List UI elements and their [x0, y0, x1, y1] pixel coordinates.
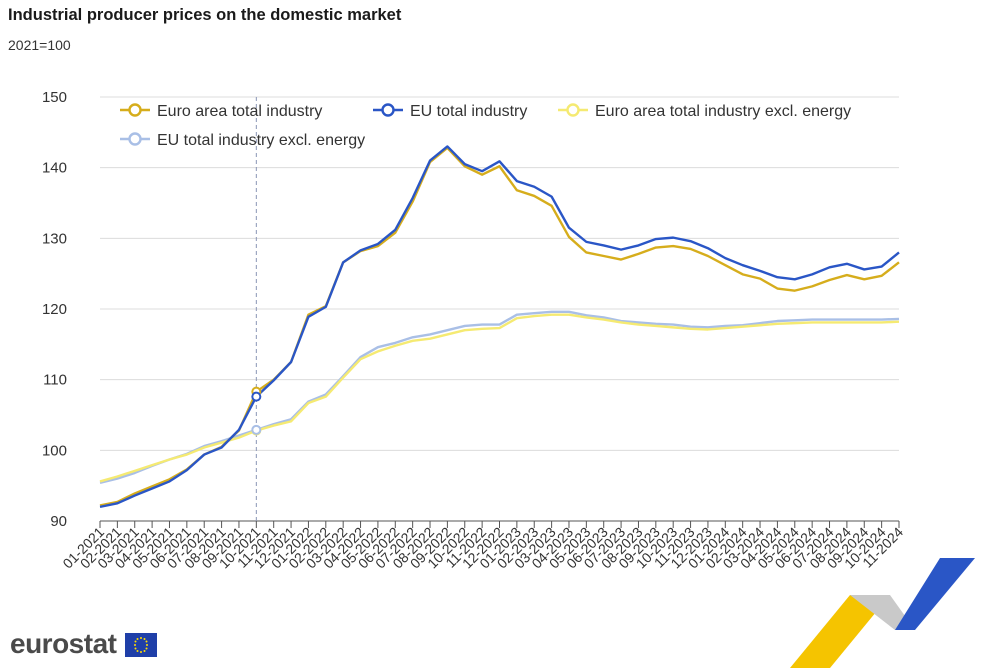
hover-marker: [251, 391, 262, 402]
y-tick-label: 150: [42, 89, 67, 106]
eurostat-logo: eurostat: [10, 628, 117, 659]
legend-marker: [128, 103, 142, 117]
series-line: [99, 146, 900, 507]
chart-title: Industrial producer prices on the domest…: [8, 6, 402, 24]
legend-label: EU total industry: [410, 103, 527, 120]
legend-marker: [381, 103, 395, 117]
legend-label: Euro area total industry excl. energy: [595, 103, 851, 120]
legend-label: Euro area total industry: [157, 103, 322, 120]
series-lines: [99, 145, 900, 509]
series-line: [99, 313, 900, 483]
y-tick-label: 130: [42, 230, 67, 247]
y-tick-label: 120: [42, 301, 67, 318]
y-tick-label: 100: [42, 442, 67, 459]
y-axis: 90 100 110 120 130 140 150: [42, 89, 67, 530]
grid-lines: [100, 96, 899, 522]
legend-marker: [128, 132, 142, 146]
legend-label: EU total industry excl. energy: [157, 132, 365, 149]
decorative-ribbon-graphic: [790, 558, 975, 668]
legend: Euro area total industry EU total industr…: [120, 103, 851, 149]
eu-flag-icon: [125, 633, 157, 657]
series-line: [99, 145, 900, 509]
y-tick-label: 110: [43, 372, 67, 389]
unit-label: 2021=100: [8, 37, 71, 53]
y-tick-label: 140: [42, 160, 67, 177]
x-axis: 01-202102-202103-202104-202105-202106-20…: [59, 521, 906, 571]
hover-marker: [251, 424, 262, 435]
crosshair: [251, 97, 262, 521]
legend-marker: [566, 103, 580, 117]
series-line: [99, 310, 900, 485]
y-tick-label: 90: [50, 513, 67, 530]
